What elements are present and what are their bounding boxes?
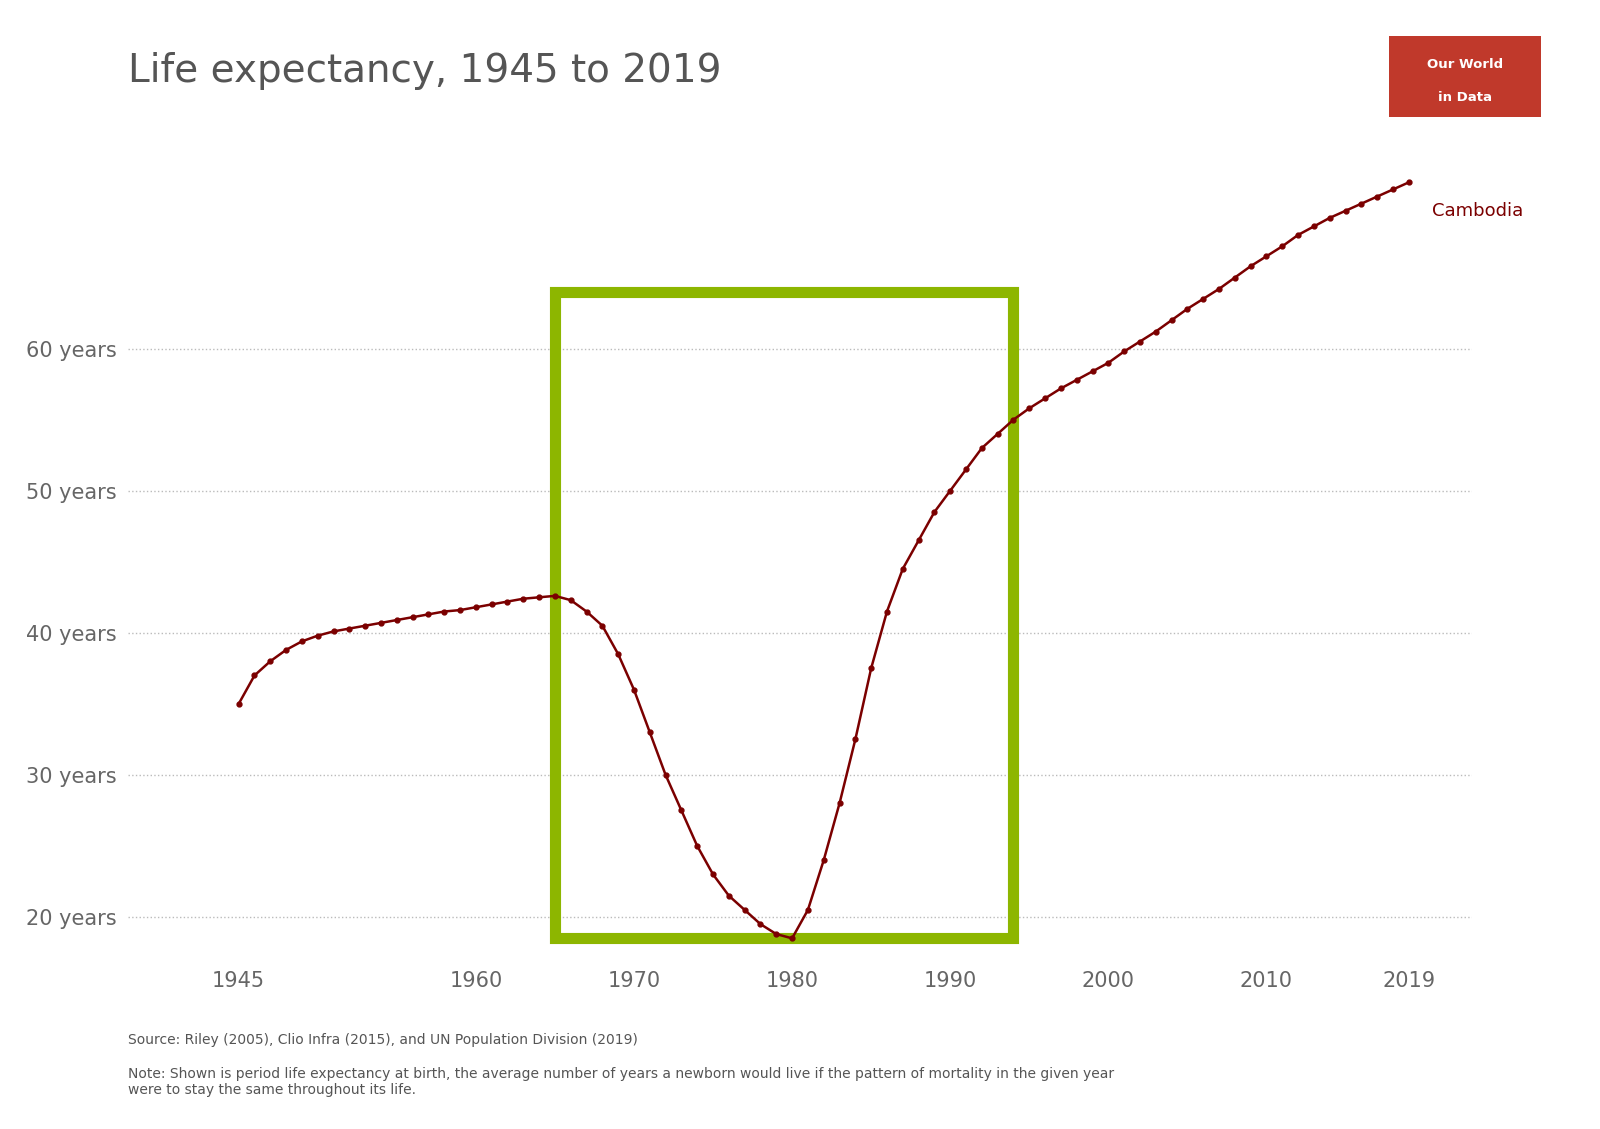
Text: Cambodia: Cambodia <box>1432 202 1523 220</box>
Text: Note: Shown is period life expectancy at birth, the average number of years a ne: Note: Shown is period life expectancy at… <box>128 1067 1114 1097</box>
Text: Life expectancy, 1945 to 2019: Life expectancy, 1945 to 2019 <box>128 52 722 90</box>
Text: in Data: in Data <box>1438 90 1491 104</box>
Text: Source: Riley (2005), Clio Infra (2015), and UN Population Division (2019): Source: Riley (2005), Clio Infra (2015),… <box>128 1033 638 1047</box>
Text: Our World: Our World <box>1427 58 1502 71</box>
Bar <box>555 291 1013 938</box>
